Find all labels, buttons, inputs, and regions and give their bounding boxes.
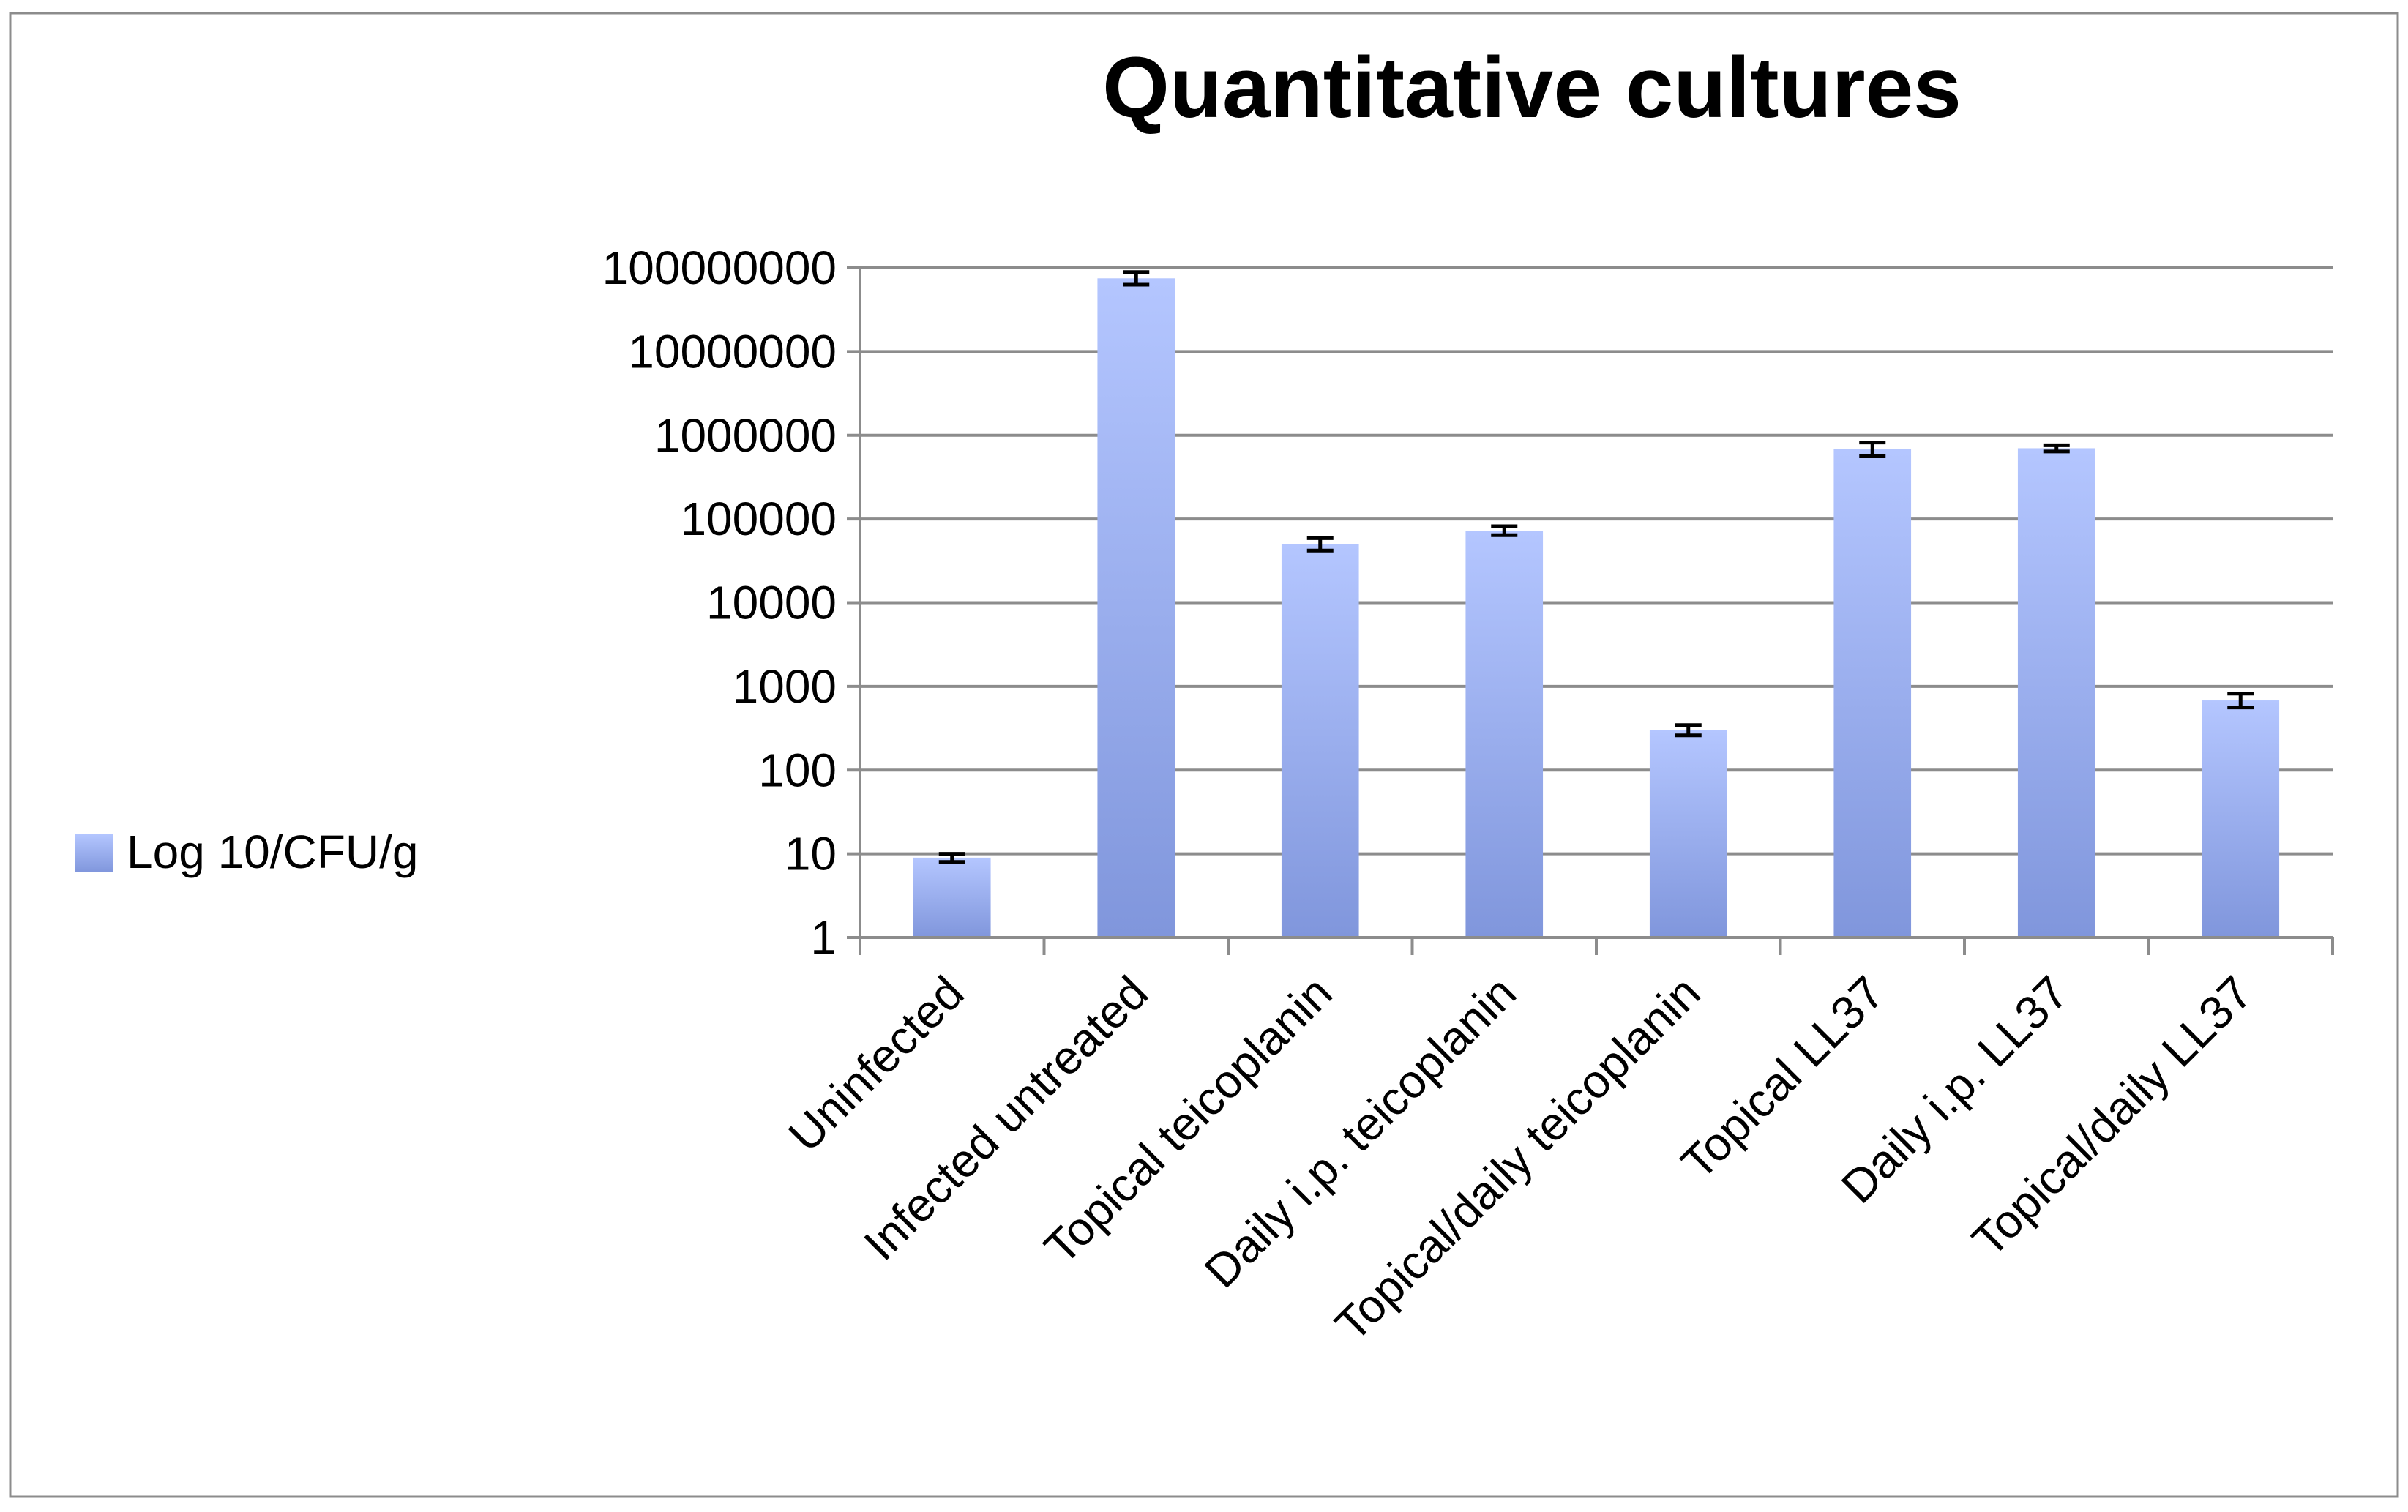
bar: [1097, 278, 1175, 937]
bar: [913, 857, 991, 937]
legend-label: Log 10/CFU/g: [127, 826, 418, 878]
bar: [1649, 730, 1727, 937]
error-bar: [938, 852, 965, 864]
bar: [1281, 544, 1359, 937]
bar: [2202, 700, 2280, 937]
y-tick-label: 1000: [733, 660, 837, 713]
error-bar: [1123, 270, 1150, 287]
y-tick-label: 10: [785, 828, 837, 880]
error-bar: [1306, 536, 1334, 553]
axes: [847, 266, 2334, 955]
bar: [2017, 448, 2095, 937]
y-tick-label: 100: [758, 744, 837, 796]
bar: [1465, 531, 1544, 937]
error-bar: [2227, 692, 2254, 710]
y-tick-label: 10000: [706, 577, 837, 629]
y-tick-label: 10000000: [628, 325, 837, 378]
chart-title: Quantitative cultures: [1102, 40, 1962, 136]
error-bar: [1491, 524, 1518, 537]
bar: [1833, 449, 1912, 937]
legend-swatch: [75, 834, 113, 872]
y-tick-label: 1000000: [654, 409, 837, 462]
y-tick-label: 1: [810, 911, 837, 964]
y-tick-label: 100000: [680, 493, 837, 545]
chart-frame: [9, 12, 2399, 1498]
error-bar: [1859, 441, 1886, 459]
bars: [913, 270, 2280, 937]
error-bar: [1675, 723, 1702, 738]
error-bar: [2043, 443, 2070, 454]
y-tick-label: 100000000: [602, 242, 837, 294]
legend: Log 10/CFU/g: [75, 826, 418, 878]
